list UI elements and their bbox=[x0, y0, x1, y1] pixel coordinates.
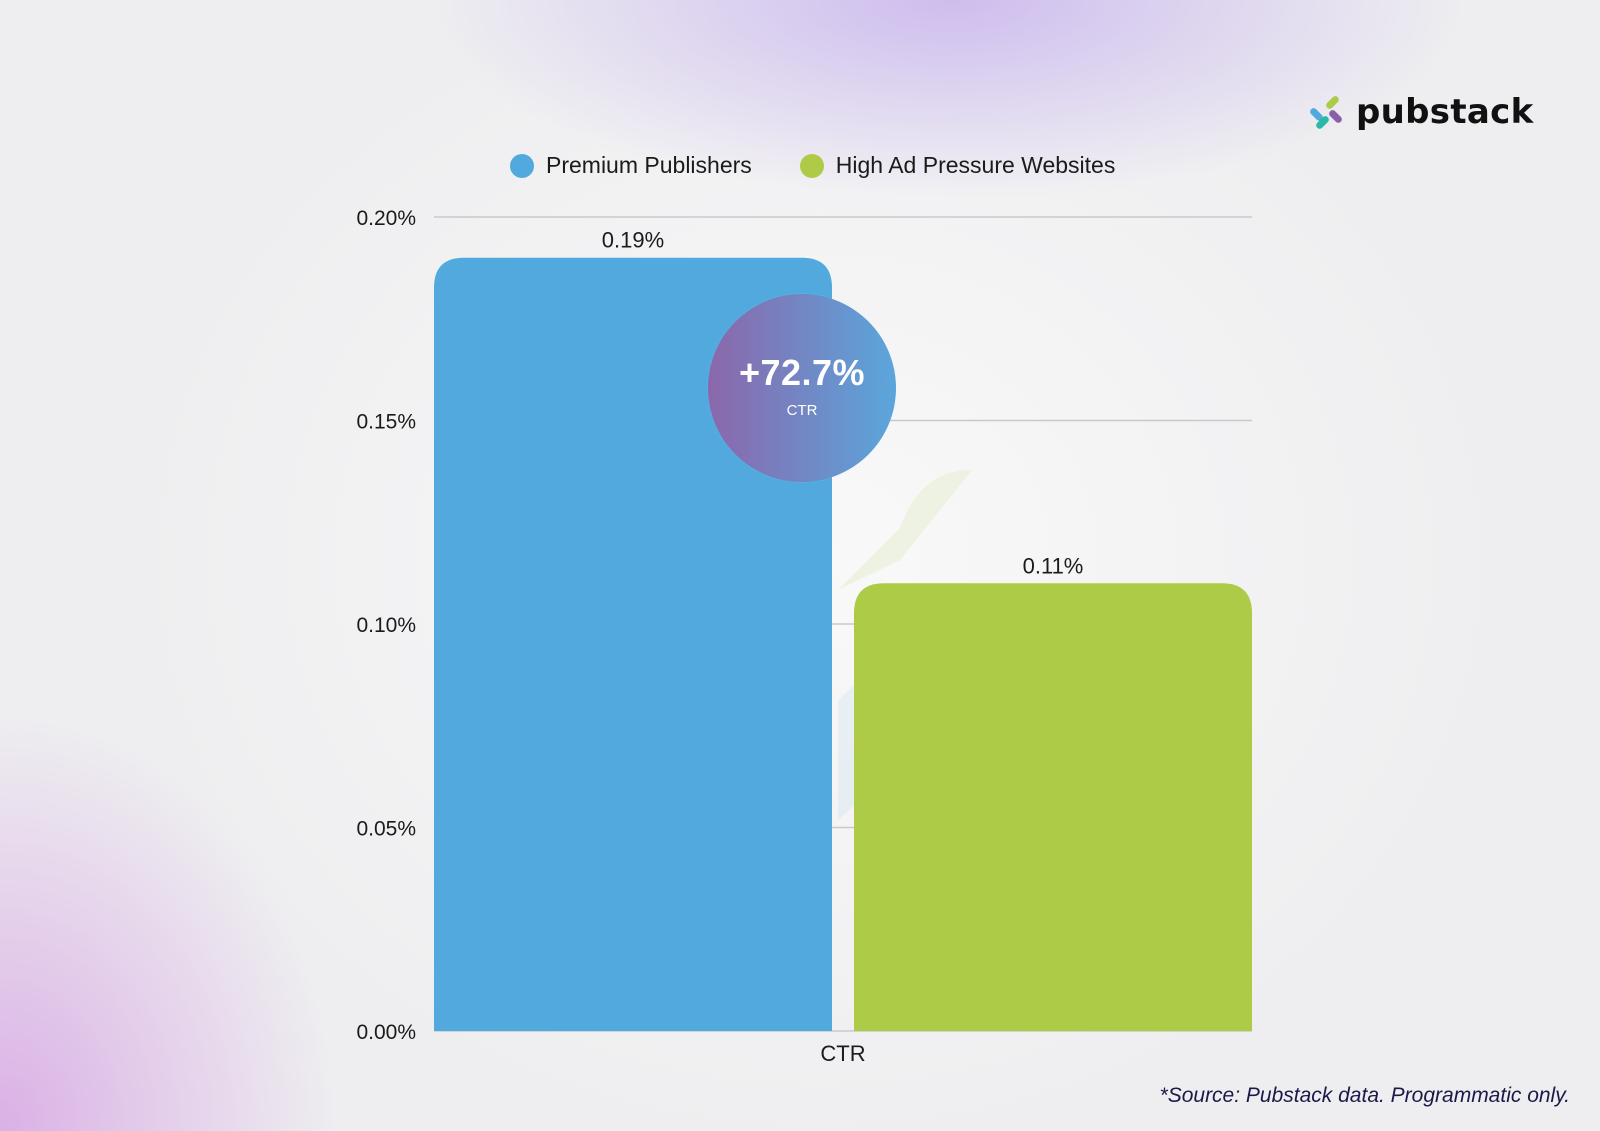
legend-swatch-high-ad-pressure bbox=[799, 153, 824, 178]
legend-label-premium: Premium Publishers bbox=[546, 152, 752, 178]
badge-value: +72.7% bbox=[738, 351, 866, 393]
source-note: *Source: Pubstack data. Programmatic onl… bbox=[1159, 1084, 1570, 1107]
brand-logo: pubstack bbox=[1310, 90, 1533, 134]
ctr-uplift-badge: +72.7% CTR bbox=[708, 294, 896, 482]
y-tick-label: 0.00% bbox=[356, 1021, 416, 1044]
x-tick-label: CTR bbox=[820, 1041, 865, 1066]
legend-item-premium: Premium Publishers bbox=[510, 152, 752, 179]
legend-item-high-ad-pressure: High Ad Pressure Websites bbox=[799, 152, 1116, 179]
bar-data-label: 0.11% bbox=[1023, 553, 1084, 578]
y-tick-label: 0.15% bbox=[356, 411, 416, 434]
pubstack-logo-icon bbox=[1310, 96, 1342, 129]
y-tick-label: 0.10% bbox=[356, 614, 416, 637]
y-tick-label: 0.20% bbox=[356, 207, 416, 230]
watermark-shape bbox=[838, 470, 972, 590]
legend-label-high-ad-pressure: High Ad Pressure Websites bbox=[835, 152, 1116, 178]
badge-label: CTR bbox=[786, 401, 818, 419]
brand-name: pubstack bbox=[1356, 92, 1534, 132]
y-tick-label: 0.05% bbox=[356, 818, 416, 841]
legend-swatch-premium bbox=[510, 153, 534, 178]
bar-data-label: 0.19% bbox=[602, 228, 664, 253]
bar-high-ad-pressure bbox=[854, 583, 1252, 1031]
chart-legend: Premium Publishers High Ad Pressure Webs… bbox=[510, 152, 1115, 179]
